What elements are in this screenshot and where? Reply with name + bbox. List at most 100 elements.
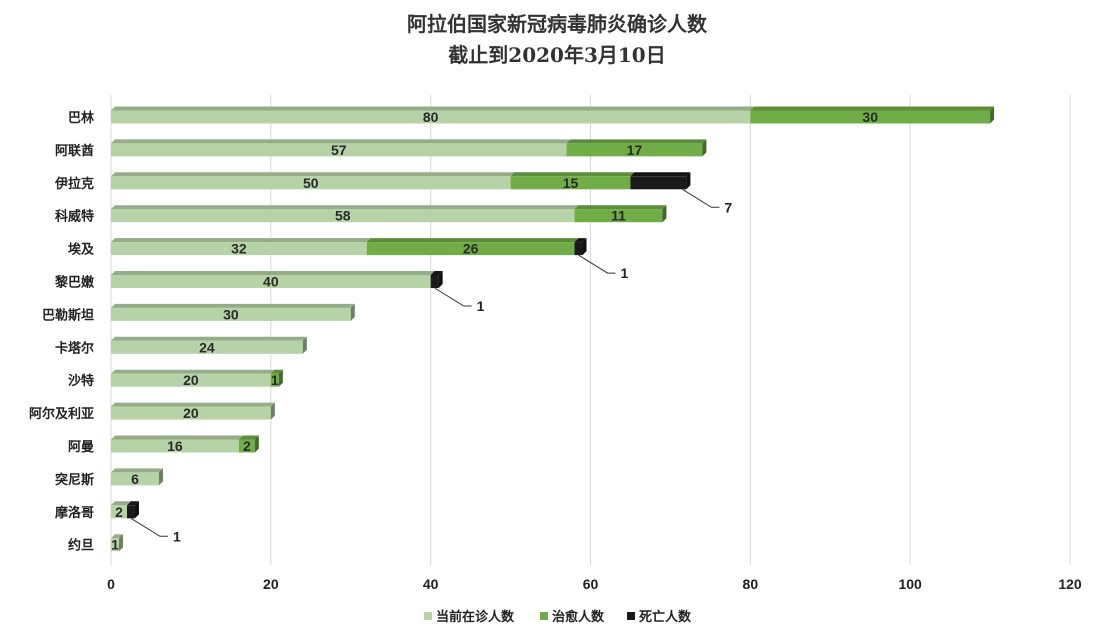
category-label: 摩洛哥 (55, 505, 94, 521)
bar-segment (111, 209, 575, 223)
bar-segment-top (111, 336, 307, 341)
bar-segment-side (702, 139, 707, 157)
bar-segment (111, 340, 303, 354)
category-label: 突尼斯 (55, 472, 94, 488)
bar-segment-top (111, 468, 163, 473)
bar-value-label: 50 (303, 175, 319, 191)
callout-leader-line (682, 188, 720, 208)
bar-value-label: 2 (115, 504, 123, 520)
bar-value-label: 2 (243, 438, 251, 454)
bar-segment (111, 143, 567, 157)
bar-segment-side (278, 369, 283, 387)
bar-segment (566, 143, 703, 157)
category-label: 科威特 (55, 209, 94, 225)
callout-leader-line (130, 517, 168, 537)
legend-entry: 当前在诊人数 (436, 609, 515, 625)
bar-segment (111, 439, 239, 453)
category-label: 阿曼 (68, 440, 94, 455)
bar-segment (111, 275, 431, 288)
bar-value-label: 57 (331, 142, 347, 158)
bar-value-label: 26 (463, 241, 479, 257)
bar-segment (574, 242, 583, 256)
bar-segment-side (158, 468, 163, 486)
bar-segment (510, 176, 631, 190)
chart-title: 阿拉伯国家新冠病毒肺炎确诊人数 (407, 12, 708, 36)
bar-value-label: 17 (627, 142, 643, 158)
category-label: 约旦 (68, 538, 94, 554)
x-tick-label: 120 (1058, 576, 1082, 592)
category-label: 阿联酋 (55, 143, 94, 159)
callout-leader-line (578, 254, 616, 274)
bar-segment (111, 176, 511, 190)
x-tick-label: 80 (743, 576, 759, 592)
bar-segment-top (630, 172, 691, 177)
bar-segment-side (662, 205, 667, 223)
bar-segment-top (111, 303, 355, 308)
category-label: 伊拉克 (54, 176, 94, 192)
bar-value-label: 1 (271, 372, 279, 388)
bar-value-label: 32 (231, 241, 247, 257)
bar-value-label: 1 (111, 537, 119, 553)
bar-segment (111, 242, 367, 256)
bar-segment-side (134, 501, 139, 519)
chart-subtitle: 截止到2020年3月10日 (448, 43, 665, 67)
bar-segment-top (111, 205, 579, 210)
bar-segment-top (574, 205, 667, 210)
bar-segment-top (238, 435, 259, 440)
category-label: 埃及 (68, 242, 95, 258)
bar-segment-top (750, 106, 995, 111)
bar-segment-side (438, 271, 443, 288)
bar-value-label: 30 (223, 306, 239, 322)
death-count-callout: 1 (477, 298, 485, 314)
category-label: 阿尔及利亚 (29, 406, 94, 422)
legend: 当前在诊人数 治愈人数 死亡人数 (424, 609, 692, 625)
legend-swatch (424, 612, 432, 620)
bar-segment-top (111, 501, 131, 506)
x-tick-label: 100 (898, 576, 922, 592)
bar-segment-top (111, 534, 123, 539)
bar-segment-top (510, 172, 635, 177)
callout-leader-line (434, 287, 472, 307)
bar-segment (630, 176, 687, 190)
category-label: 黎巴嫩 (55, 275, 95, 291)
bar-segment-side (350, 303, 355, 321)
category-label: 卡塔尔 (55, 340, 94, 356)
bar-segment-top (111, 402, 275, 407)
bar-segment-top (111, 139, 571, 144)
x-tick-label: 20 (263, 576, 279, 592)
legend-entry: 治愈人数 (552, 609, 605, 625)
bar-value-label: 20 (183, 405, 199, 421)
category-label: 巴勒斯坦 (42, 307, 94, 323)
category-label: 巴林 (68, 110, 94, 126)
bar-segment-side (254, 435, 259, 453)
bar-value-label: 40 (263, 274, 279, 290)
bar-segment (111, 472, 159, 486)
bar-segment-side (990, 106, 995, 124)
legend-swatch (627, 612, 635, 620)
bar-segment (111, 373, 271, 387)
x-tick-label: 0 (107, 576, 115, 592)
bar-segment-top (111, 271, 435, 275)
bar-segment-top (111, 238, 371, 243)
bar-segment (111, 110, 751, 124)
bar-value-label: 58 (335, 208, 351, 224)
bar-segment (574, 209, 663, 223)
bar-value-label: 24 (199, 339, 215, 355)
legend-swatch (540, 612, 548, 620)
bar-segment (126, 505, 135, 519)
x-axis-ticks: 0 20 40 60 80 100 120 (107, 576, 1082, 592)
bar-value-label: 11 (611, 208, 626, 224)
bar-segment (270, 373, 279, 387)
bar-segment-top (111, 435, 243, 440)
bar-value-label: 80 (423, 109, 439, 125)
bar-segment (111, 538, 119, 552)
bar-value-label: 6 (131, 471, 139, 487)
bar-segment-top (111, 106, 755, 111)
bar-segment (238, 439, 255, 453)
bar-segment-top (430, 271, 443, 275)
bar-segment-top (566, 139, 707, 144)
x-tick-label: 60 (583, 576, 599, 592)
bar-segment (430, 275, 439, 288)
